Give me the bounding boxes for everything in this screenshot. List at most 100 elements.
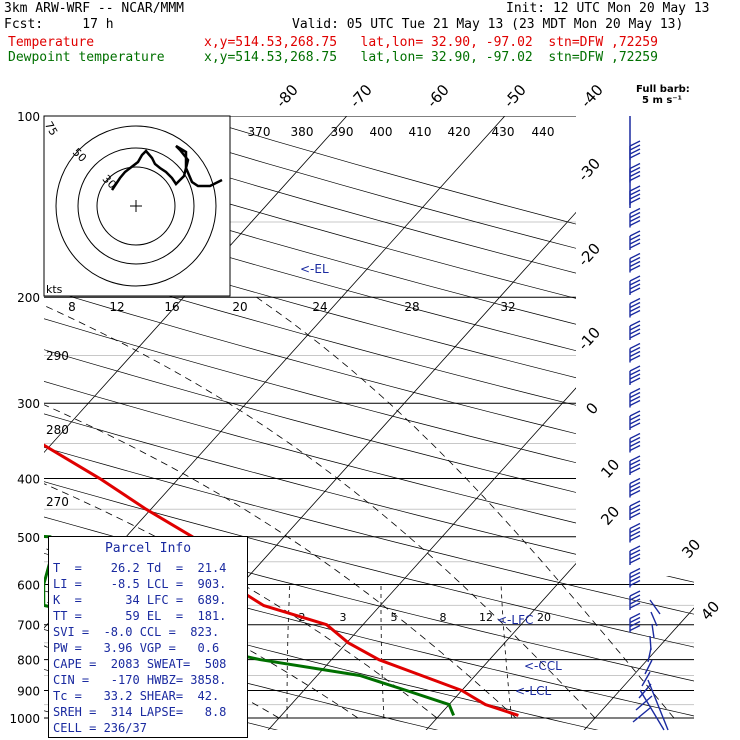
hodograph-ring [55,125,217,287]
hodograph-ring [96,166,176,246]
moist-adiabat [44,296,596,719]
wind-barb [629,230,641,250]
wind-barb-flag [629,557,641,564]
hodograph-trace [110,144,223,191]
hodograph-speed-label: 8 [68,300,76,314]
wind-barb-flag [629,575,641,583]
isotherm-label: -40 [577,81,607,111]
wind-barb-flag [629,395,641,403]
wind-barb [629,297,641,318]
wind-barb-flag [629,193,641,200]
wind-barb-flag [629,489,641,497]
series-line-dewpoint-temperature [44,116,455,716]
parcel-row: TT = 59 EL = 181. [53,609,227,623]
isobar-label: 300 [17,397,40,411]
wind-barb [629,365,641,385]
wind-barb-flag [629,512,641,519]
wind-barb-flag [629,549,641,556]
wind-barb-flag [635,695,653,711]
parcel-row: CIN = -170 HWBZ= 3858. [53,673,227,687]
wind-barb-flag [629,260,641,268]
wind-barb-flag [629,252,641,260]
wind-barb-flag [629,309,641,317]
isobar-label: 600 [17,578,40,592]
wind-barb-flag [629,477,641,485]
dry-adiabat [44,116,694,730]
wind-barb-flag [629,328,641,335]
wind-barb-flag [629,624,641,632]
wind-barb-flag [629,504,641,511]
wind-barb-flag [629,211,641,219]
wind-barb-flag [629,444,641,452]
wind-barb-flag [629,256,641,264]
mixing-ratio-label: 12 [479,611,493,624]
wind-barb-flag [629,567,641,575]
wind-barb [629,500,641,520]
wind-barb-flag [629,166,641,174]
wind-barb-flag [629,342,641,350]
parcel-row: PW = 3.96 VGP = 0.6 [53,641,220,655]
wind-barb-flag [649,635,652,651]
isotherm-label: 30 [678,536,704,562]
level-annotation: <-EL [300,262,329,276]
wind-barb-flag [629,189,641,196]
parcel-row: CAPE = 2083 SWEAT= 508 [53,657,227,671]
full-barb-label: Full barb: [636,84,690,95]
theta-label: 400 [370,125,393,139]
parcel-row: LI = -8.5 LCL = 903. [53,577,227,591]
isotherm-label: 10 [597,456,623,482]
wind-barb-flag [629,422,641,429]
wind-barb-flag [629,485,641,493]
legend-temperature-label: Temperature [8,35,95,50]
theta-left-label: 280 [46,423,69,437]
isotherm-label: -10 [574,324,604,354]
wind-barb-flag [641,671,651,687]
isobar-label: 900 [17,684,40,698]
hodograph-ring-label: 75 [42,119,60,138]
wind-barb-flag [629,207,641,215]
isobar-label: 1000 [9,712,40,726]
mixing-ratio-line [286,584,291,718]
wind-barb-flag [629,534,641,542]
legend-dewpoint-info: x,y=514.53,268.75 lat,lon= 32.90, -97.02… [204,50,658,65]
dry-adiabat [44,116,694,730]
wind-barb-flag [629,612,641,620]
wind-barb-flag [632,707,651,723]
hodograph-speed-label: 32 [500,300,515,314]
wind-barb-flag [629,436,641,444]
wind-barb-flag [629,530,641,538]
wind-barb [629,432,641,453]
full-barb-value: 5 m s⁻¹ [642,95,682,106]
parcel-row: CELL = 236/37 [53,721,147,735]
wind-barb-low-level [632,599,669,731]
wind-barb-flag [629,287,641,294]
mixing-ratio-label: 3 [340,611,347,624]
isotherm-line [0,103,43,731]
parcel-info-title: Parcel Info [104,541,192,556]
wind-barb-flag [629,275,641,282]
wind-barb-flag [629,616,641,624]
dry-adiabat [44,116,694,730]
isotherm-line [44,116,360,730]
theta-label: 420 [448,125,471,139]
wind-barb-flag [629,553,641,560]
wind-barb-flag [629,373,641,380]
isotherm-label: -30 [574,155,604,185]
wind-barb [629,590,641,610]
dry-adiabat [44,116,694,730]
wind-barb [629,612,641,633]
wind-barb-staff [639,689,665,731]
wind-barb-flag [629,481,641,489]
wind-barb [629,162,641,183]
theta-label: 380 [291,125,314,139]
isotherm-label: 40 [697,598,723,624]
wind-barb-flag [629,264,641,272]
wind-barb-flag [629,215,641,223]
parcel-row: Tc = 33.2 SHEAR= 42. [53,689,220,703]
wind-barb-flag [629,369,641,376]
theta-left-label: 270 [46,495,69,509]
wind-barb-flag [629,219,641,227]
hodograph-ring [77,147,195,265]
isotherm-line [425,116,694,730]
wind-barb-flag [629,526,641,534]
